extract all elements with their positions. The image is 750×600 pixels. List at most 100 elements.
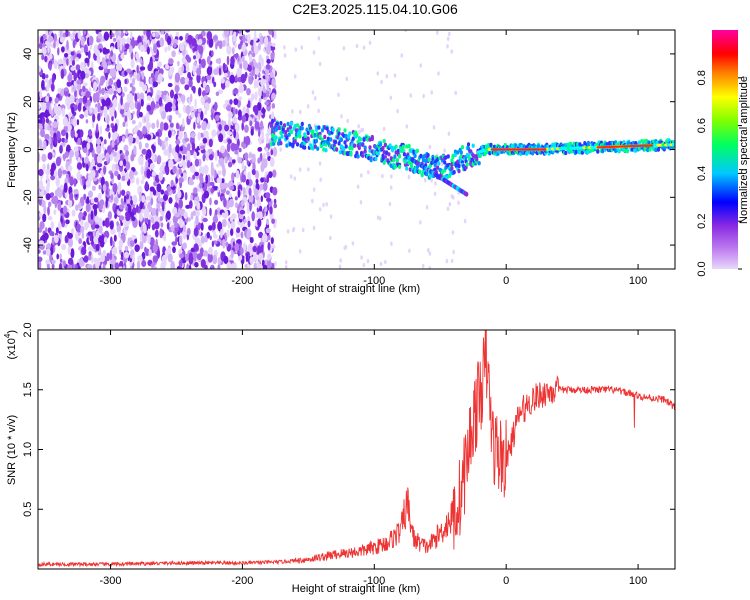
- spectrogram-cell: [65, 132, 69, 140]
- spectrogram-cell: [149, 237, 155, 247]
- spectrogram-cell: [291, 109, 294, 114]
- spectrogram-cell: [203, 190, 210, 199]
- spectrogram-cell: [203, 130, 209, 137]
- spectrogram-cell: [146, 46, 150, 55]
- spectrogram-cell: [168, 197, 173, 204]
- spectrogram-cell: [46, 41, 52, 46]
- spectrogram-cell: [145, 134, 152, 140]
- spectrogram-cell: [122, 121, 126, 128]
- spectrogram-cell: [193, 151, 197, 159]
- spectrogram-cell: [129, 251, 133, 259]
- spectrogram-cell: [41, 54, 45, 61]
- spectrogram-cell: [245, 179, 250, 186]
- spectrogram-cell: [90, 170, 96, 179]
- spectrogram-cell: [223, 182, 229, 189]
- spectrogram-cell: [138, 111, 143, 118]
- spectrogram-cell: [564, 150, 568, 156]
- spectrogram-cell: [218, 67, 222, 76]
- spectrogram-cell: [102, 47, 107, 55]
- spectrogram-cell: [77, 137, 81, 146]
- spectrogram-cell: [228, 198, 234, 208]
- spectrogram-cell: [67, 165, 73, 172]
- spectrogram-cell: [119, 204, 125, 210]
- spectrogram-cell: [349, 150, 353, 156]
- spectrogram-cell: [240, 231, 244, 239]
- spectrogram-cell: [105, 127, 110, 132]
- spectrogram-cell: [111, 246, 118, 255]
- spectrogram-cell: [233, 143, 240, 151]
- spectrogram-cell: [111, 125, 116, 133]
- spectrogram-cell: [388, 201, 392, 207]
- spectrogram-cell: [436, 157, 440, 162]
- spectrogram-cell: [245, 30, 251, 33]
- spectrogram-cell: [119, 266, 123, 269]
- spectrogram-cell: [269, 71, 274, 78]
- spectrogram-cell: [66, 40, 69, 51]
- spectrogram-cell: [239, 209, 246, 215]
- spectrogram-cell: [82, 216, 86, 221]
- spectrogram-cell: [360, 173, 363, 178]
- spectrogram-cell: [151, 144, 155, 150]
- spectrogram-cell: [388, 143, 392, 148]
- spectrogram-cell: [44, 55, 48, 63]
- x-tick-label: 100: [629, 275, 647, 287]
- spectrogram-cell: [217, 257, 221, 266]
- spectrogram-cell: [123, 86, 128, 93]
- spectrogram-cell: [370, 134, 374, 140]
- spectrogram-cell: [44, 133, 50, 140]
- spectrogram-cell: [114, 110, 117, 119]
- spectrogram-cell: [430, 90, 434, 95]
- spectrogram-cell: [61, 129, 66, 137]
- spectrogram-cell: [128, 113, 132, 121]
- spectrogram-cell: [196, 67, 202, 76]
- spectrogram-cell: [55, 38, 59, 47]
- spectrogram-cell: [243, 219, 247, 224]
- spectrogram-cell: [185, 49, 188, 56]
- spectrogram-cell: [131, 216, 136, 222]
- spectrogram-cell: [90, 210, 94, 221]
- spectrogram-cell: [646, 147, 650, 153]
- spectrogram-cell: [165, 137, 169, 142]
- spectrogram-cell: [103, 236, 108, 244]
- spectrogram-cell: [336, 135, 340, 140]
- spectrogram-cell: [202, 154, 206, 162]
- spectrogram-cell: [138, 141, 142, 150]
- spectrogram-cell: [376, 151, 380, 156]
- spectrogram-cell: [218, 124, 222, 131]
- spectrogram-cell: [108, 88, 114, 95]
- spectrogram-cell: [199, 173, 204, 183]
- spectrogram-cell: [72, 38, 76, 49]
- spectrogram-cell: [196, 201, 201, 210]
- spectrogram-cell: [279, 121, 283, 126]
- spectrogram-cell: [176, 169, 179, 179]
- spectrogram-cell: [262, 79, 267, 84]
- spectrogram-cell: [53, 209, 57, 216]
- spectrogram-cell: [47, 43, 50, 54]
- spectrogram-cell: [80, 225, 85, 234]
- spectrogram-cell: [110, 46, 114, 51]
- spectrogram-cell: [181, 64, 185, 73]
- spectrogram-cell: [217, 89, 224, 95]
- spectrogram-cell: [471, 143, 475, 148]
- spectrogram-cell: [249, 120, 253, 127]
- spectrogram-cell: [209, 235, 212, 241]
- spectrogram-cell: [477, 161, 481, 166]
- spectrogram-cell: [146, 95, 152, 101]
- spectrogram-cell: [177, 60, 180, 67]
- spectrogram-cell: [212, 35, 218, 41]
- spectrogram-cell: [196, 116, 200, 124]
- spectrogram-cell: [259, 205, 263, 213]
- spectrogram-cell: [145, 181, 149, 191]
- spectrogram-cell: [428, 251, 432, 256]
- spectrogram-cell: [76, 162, 83, 170]
- spectrogram-cell: [115, 30, 119, 37]
- spectrogram-cell: [83, 211, 87, 217]
- spectrogram-cell: [62, 169, 68, 175]
- spectrogram-cell: [88, 190, 93, 199]
- spectrogram-cell: [98, 265, 102, 269]
- spectrogram-cell: [202, 137, 208, 144]
- spectrogram-cell: [220, 228, 223, 239]
- spectrogram-cell: [389, 163, 393, 168]
- spectrogram-cell: [393, 154, 397, 159]
- spectrogram-cell: [459, 154, 463, 159]
